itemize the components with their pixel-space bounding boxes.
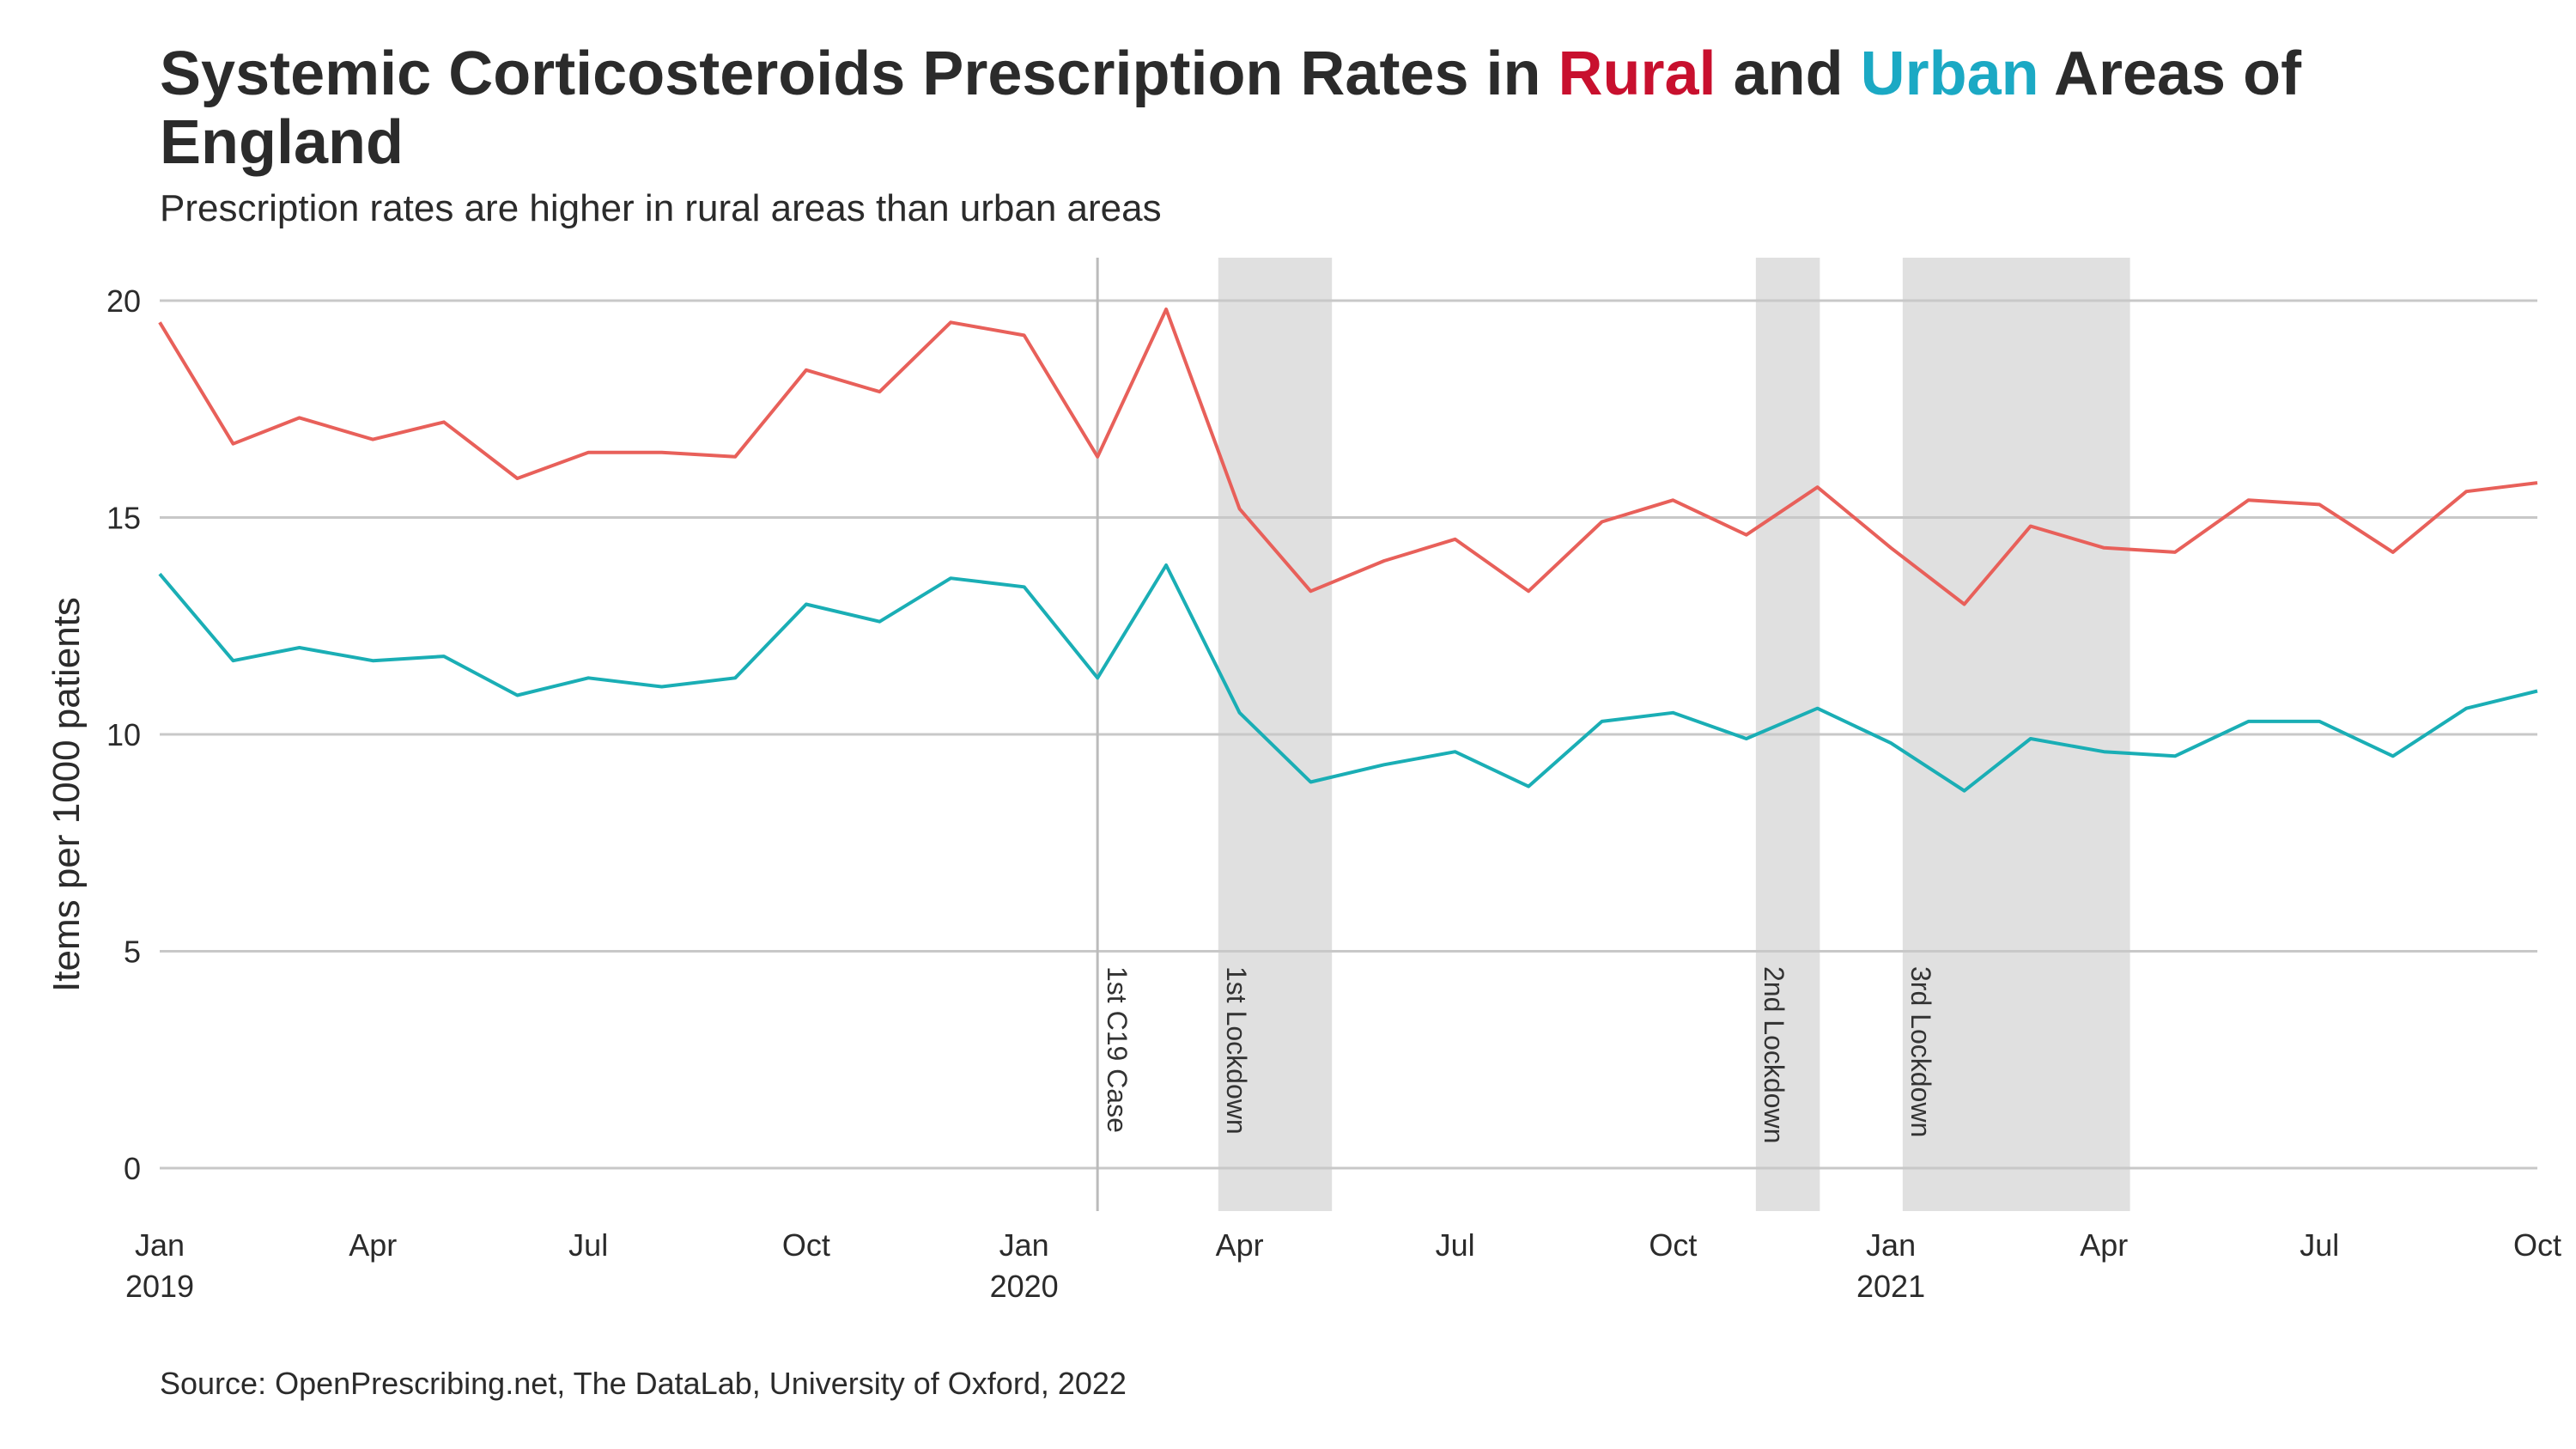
x-tick-label: Oct xyxy=(782,1227,830,1263)
grid-lines xyxy=(160,299,2537,1170)
title-prefix: Systemic Corticosteroids Prescription Ra… xyxy=(160,40,1558,108)
title-rural: Rural xyxy=(1558,40,1716,108)
y-tick-label: 5 xyxy=(124,935,141,970)
source-caption: Source: OpenPrescribing.net, The DataLab… xyxy=(160,1366,1127,1401)
annotation-label: 1st Lockdown xyxy=(1221,966,1252,1135)
chart-subtitle: Prescription rates are higher in rural a… xyxy=(160,187,1162,229)
title-suffix: Areas of England xyxy=(160,40,2302,177)
title-and: and xyxy=(1716,40,1861,108)
x-tick-label: Oct xyxy=(1649,1227,1697,1263)
x-axis-ticks: Jan 2019 Apr Jul Oct Jan 2020 Apr Jul Oct Jan 2021 A… xyxy=(125,1227,2561,1304)
y-axis-ticks: 0 5 10 15 20 xyxy=(106,283,141,1186)
y-tick-label: 20 xyxy=(106,283,141,319)
x-tick-label: Jul xyxy=(568,1227,608,1263)
annotation-labels: 1st C19 Case 1st Lockdown 2nd Lockdown 3rd … xyxy=(1102,966,1936,1143)
chart-title: Systemic Corticosteroids Prescription Ra… xyxy=(160,40,2392,177)
series-line-rural xyxy=(158,307,2538,606)
y-axis-label: Items per 1000 patients xyxy=(46,597,88,992)
series-line-urban xyxy=(158,563,2538,793)
annotation-label: 3rd Lockdown xyxy=(1905,966,1936,1137)
annotation-label: 1st C19 Case xyxy=(1102,966,1133,1133)
x-tick-label: Jan xyxy=(999,1227,1049,1263)
x-tick-label: Jul xyxy=(1436,1227,1475,1263)
x-tick-label: Jul xyxy=(2300,1227,2339,1263)
series-lines xyxy=(158,307,2538,793)
y-tick-label: 10 xyxy=(106,717,141,752)
x-tick-year-label: 2019 xyxy=(125,1269,194,1304)
x-tick-year-label: 2021 xyxy=(1856,1269,1925,1304)
annotation-label: 2nd Lockdown xyxy=(1759,966,1789,1143)
x-tick-label: Oct xyxy=(2513,1227,2561,1263)
y-tick-label: 15 xyxy=(106,501,141,536)
x-tick-label: Jan xyxy=(1866,1227,1916,1263)
x-tick-label: Apr xyxy=(349,1227,397,1263)
y-tick-label: 0 xyxy=(124,1151,141,1186)
x-tick-label: Jan xyxy=(135,1227,185,1263)
x-tick-year-label: 2020 xyxy=(990,1269,1059,1304)
x-tick-label: Apr xyxy=(2080,1227,2128,1263)
x-tick-label: Apr xyxy=(1216,1227,1264,1263)
title-urban: Urban xyxy=(1860,40,2039,108)
